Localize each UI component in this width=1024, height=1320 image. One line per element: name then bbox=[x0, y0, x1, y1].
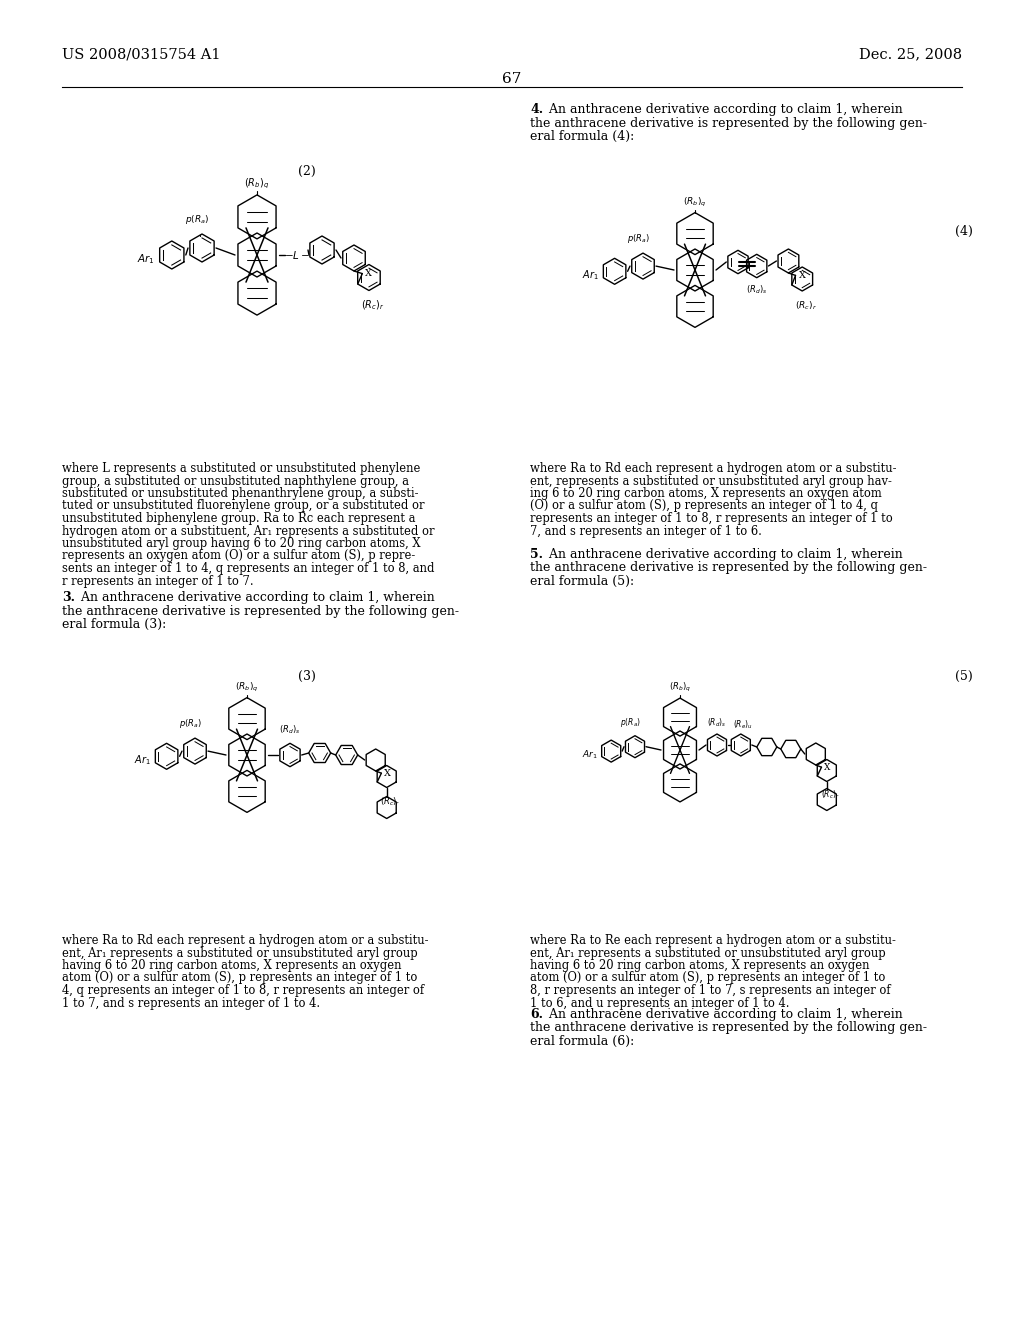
Text: atom (O) or a sulfur atom (S), p represents an integer of 1 to: atom (O) or a sulfur atom (S), p represe… bbox=[530, 972, 886, 985]
Text: represents an oxygen atom (O) or a sulfur atom (S), p repre-: represents an oxygen atom (O) or a sulfu… bbox=[62, 549, 416, 562]
Text: (2): (2) bbox=[298, 165, 315, 178]
Text: eral formula (5):: eral formula (5): bbox=[530, 576, 634, 587]
Text: $Ar_1$: $Ar_1$ bbox=[137, 252, 155, 267]
Text: X: X bbox=[366, 269, 373, 279]
Text: substituted or unsubstituted phenanthrylene group, a substi-: substituted or unsubstituted phenanthryl… bbox=[62, 487, 419, 500]
Text: 4.: 4. bbox=[530, 103, 543, 116]
Text: $p(R_a)$: $p(R_a)$ bbox=[620, 715, 640, 729]
Text: sents an integer of 1 to 4, q represents an integer of 1 to 8, and: sents an integer of 1 to 4, q represents… bbox=[62, 562, 434, 576]
Text: $p(R_a)$: $p(R_a)$ bbox=[627, 232, 649, 246]
Text: ent, Ar₁ represents a substituted or unsubstituted aryl group: ent, Ar₁ represents a substituted or uns… bbox=[530, 946, 886, 960]
Text: eral formula (6):: eral formula (6): bbox=[530, 1035, 634, 1048]
Text: 1 to 6, and u represents an integer of 1 to 4.: 1 to 6, and u represents an integer of 1… bbox=[530, 997, 790, 1010]
Text: $(R_b)_q$: $(R_b)_q$ bbox=[236, 681, 259, 693]
Text: unsubstituted aryl group having 6 to 20 ring carbon atoms, X: unsubstituted aryl group having 6 to 20 … bbox=[62, 537, 421, 550]
Text: $(R_d)_s$: $(R_d)_s$ bbox=[280, 723, 301, 737]
Text: X: X bbox=[384, 768, 391, 777]
Text: ing 6 to 20 ring carbon atoms, X represents an oxygen atom: ing 6 to 20 ring carbon atoms, X represe… bbox=[530, 487, 882, 500]
Text: X: X bbox=[799, 271, 806, 280]
Text: having 6 to 20 ring carbon atoms, X represents an oxygen: having 6 to 20 ring carbon atoms, X repr… bbox=[530, 960, 869, 972]
Text: hydrogen atom or a substituent, Ar₁ represents a substituted or: hydrogen atom or a substituent, Ar₁ repr… bbox=[62, 524, 434, 537]
Text: represents an integer of 1 to 8, r represents an integer of 1 to: represents an integer of 1 to 8, r repre… bbox=[530, 512, 893, 525]
Text: 8, r represents an integer of 1 to 7, s represents an integer of: 8, r represents an integer of 1 to 7, s … bbox=[530, 983, 891, 997]
Text: the anthracene derivative is represented by the following gen-: the anthracene derivative is represented… bbox=[530, 116, 927, 129]
Text: $(R_b)_q$: $(R_b)_q$ bbox=[245, 177, 269, 191]
Text: r represents an integer of 1 to 7.: r represents an integer of 1 to 7. bbox=[62, 574, 254, 587]
Text: (3): (3) bbox=[298, 671, 315, 682]
Text: 3.: 3. bbox=[62, 591, 75, 605]
Text: group, a substituted or unsubstituted naphthylene group, a: group, a substituted or unsubstituted na… bbox=[62, 474, 409, 487]
Text: 4, q represents an integer of 1 to 8, r represents an integer of: 4, q represents an integer of 1 to 8, r … bbox=[62, 983, 424, 997]
Text: 67: 67 bbox=[503, 73, 521, 86]
Text: ent, Ar₁ represents a substituted or unsubstituted aryl group: ent, Ar₁ represents a substituted or uns… bbox=[62, 946, 418, 960]
Text: (5): (5) bbox=[955, 671, 973, 682]
Text: US 2008/0315754 A1: US 2008/0315754 A1 bbox=[62, 48, 220, 61]
Text: $(R_c)_r$: $(R_c)_r$ bbox=[795, 300, 817, 312]
Text: tuted or unsubstituted fluorenylene group, or a substituted or: tuted or unsubstituted fluorenylene grou… bbox=[62, 499, 425, 512]
Text: eral formula (4):: eral formula (4): bbox=[530, 129, 634, 143]
Text: where Ra to Re each represent a hydrogen atom or a substitu-: where Ra to Re each represent a hydrogen… bbox=[530, 935, 896, 946]
Text: $p(R_a)$: $p(R_a)$ bbox=[184, 213, 209, 226]
Text: $(R_c)_r$: $(R_c)_r$ bbox=[361, 298, 385, 312]
Text: 5.: 5. bbox=[530, 548, 543, 561]
Text: 6.: 6. bbox=[530, 1008, 543, 1020]
Text: unsubstituted biphenylene group. Ra to Rc each represent a: unsubstituted biphenylene group. Ra to R… bbox=[62, 512, 416, 525]
Text: Dec. 25, 2008: Dec. 25, 2008 bbox=[859, 48, 962, 61]
Text: where Ra to Rd each represent a hydrogen atom or a substitu-: where Ra to Rd each represent a hydrogen… bbox=[530, 462, 896, 475]
Text: An anthracene derivative according to claim 1, wherein: An anthracene derivative according to cl… bbox=[545, 1008, 903, 1020]
Text: An anthracene derivative according to claim 1, wherein: An anthracene derivative according to cl… bbox=[77, 591, 435, 605]
Text: $(R_c)_r$: $(R_c)_r$ bbox=[380, 796, 400, 808]
Text: where Ra to Rd each represent a hydrogen atom or a substitu-: where Ra to Rd each represent a hydrogen… bbox=[62, 935, 428, 946]
Text: having 6 to 20 ring carbon atoms, X represents an oxygen: having 6 to 20 ring carbon atoms, X repr… bbox=[62, 960, 401, 972]
Text: $(R_b)_q$: $(R_b)_q$ bbox=[669, 681, 691, 694]
Text: where L represents a substituted or unsubstituted phenylene: where L represents a substituted or unsu… bbox=[62, 462, 421, 475]
Text: 1 to 7, and s represents an integer of 1 to 4.: 1 to 7, and s represents an integer of 1… bbox=[62, 997, 321, 1010]
Text: $(R_d)_s$: $(R_d)_s$ bbox=[708, 717, 727, 729]
Text: $Ar_1$: $Ar_1$ bbox=[583, 748, 598, 760]
Text: $(R_e)_u$: $(R_e)_u$ bbox=[733, 718, 753, 731]
Text: atom (O) or a sulfur atom (S), p represents an integer of 1 to: atom (O) or a sulfur atom (S), p represe… bbox=[62, 972, 418, 985]
Text: X: X bbox=[823, 763, 829, 772]
Text: $(R_c)_r$: $(R_c)_r$ bbox=[820, 788, 840, 801]
Text: $Ar_1$: $Ar_1$ bbox=[134, 754, 151, 767]
Text: An anthracene derivative according to claim 1, wherein: An anthracene derivative according to cl… bbox=[545, 548, 903, 561]
Text: $(R_b)_q$: $(R_b)_q$ bbox=[683, 195, 707, 209]
Text: $(R_d)_s$: $(R_d)_s$ bbox=[746, 284, 767, 297]
Text: An anthracene derivative according to claim 1, wherein: An anthracene derivative according to cl… bbox=[545, 103, 903, 116]
Text: the anthracene derivative is represented by the following gen-: the anthracene derivative is represented… bbox=[530, 561, 927, 574]
Text: 7, and s represents an integer of 1 to 6.: 7, and s represents an integer of 1 to 6… bbox=[530, 524, 762, 537]
Text: $-L-$: $-L-$ bbox=[284, 249, 310, 261]
Text: the anthracene derivative is represented by the following gen-: the anthracene derivative is represented… bbox=[62, 605, 459, 618]
Text: ent, represents a substituted or unsubstituted aryl group hav-: ent, represents a substituted or unsubst… bbox=[530, 474, 892, 487]
Text: $Ar_1$: $Ar_1$ bbox=[582, 268, 599, 282]
Text: eral formula (3):: eral formula (3): bbox=[62, 618, 166, 631]
Text: $p(R_a)$: $p(R_a)$ bbox=[178, 717, 202, 730]
Text: the anthracene derivative is represented by the following gen-: the anthracene derivative is represented… bbox=[530, 1022, 927, 1035]
Text: (O) or a sulfur atom (S), p represents an integer of 1 to 4, q: (O) or a sulfur atom (S), p represents a… bbox=[530, 499, 878, 512]
Text: (4): (4) bbox=[955, 224, 973, 238]
